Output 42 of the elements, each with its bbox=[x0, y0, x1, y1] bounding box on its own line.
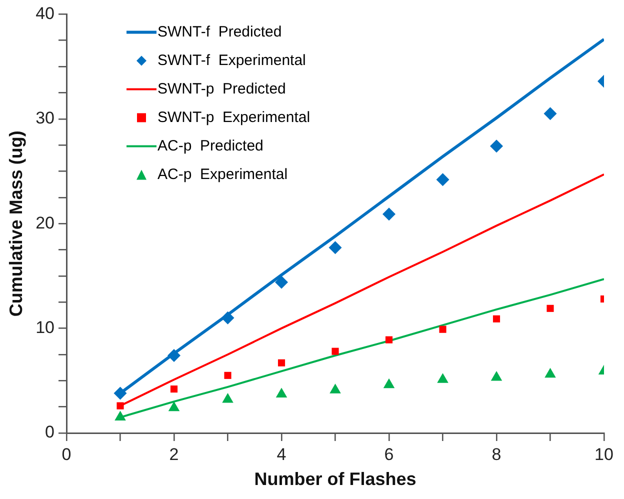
x-axis-title: Number of Flashes bbox=[254, 469, 416, 490]
y-tick-label: 10 bbox=[36, 318, 55, 337]
x-tick-label: 6 bbox=[384, 444, 394, 464]
point bbox=[546, 304, 554, 312]
legend-label: AC-p Experimental bbox=[158, 166, 288, 183]
point bbox=[544, 368, 556, 378]
y-tick-label: 0 bbox=[45, 422, 55, 442]
legend-label: SWNT-f Predicted bbox=[158, 23, 282, 40]
point bbox=[490, 140, 503, 153]
x-tick-label: 2 bbox=[169, 444, 179, 464]
point bbox=[278, 359, 286, 366]
point bbox=[332, 348, 339, 355]
legend-label: AC-p Predicted bbox=[158, 137, 264, 154]
point bbox=[436, 173, 450, 186]
y-tick-label: 40 bbox=[36, 4, 55, 23]
x-tick-label: 10 bbox=[594, 444, 614, 464]
x-tick-label: 0 bbox=[62, 444, 72, 464]
point bbox=[439, 326, 446, 333]
point bbox=[385, 336, 393, 344]
point bbox=[168, 401, 180, 412]
point bbox=[490, 371, 502, 381]
point bbox=[222, 392, 234, 403]
point bbox=[276, 388, 288, 398]
x-tick-label: 8 bbox=[492, 444, 502, 464]
legend-label: SWNT-f Experimental bbox=[158, 52, 306, 69]
x-tick-label: 4 bbox=[276, 444, 286, 464]
point bbox=[328, 241, 342, 254]
point bbox=[544, 107, 557, 120]
point bbox=[224, 372, 232, 379]
point bbox=[382, 208, 396, 221]
legend-label: SWNT-p Experimental bbox=[158, 108, 310, 126]
point bbox=[383, 378, 395, 388]
point bbox=[330, 384, 341, 394]
point bbox=[170, 385, 178, 393]
y-tick-label: 30 bbox=[36, 108, 55, 128]
point bbox=[116, 402, 124, 410]
legend-label: SWNT-p Predicted bbox=[158, 80, 286, 98]
y-tick-label: 20 bbox=[36, 213, 55, 232]
point bbox=[492, 315, 500, 322]
point bbox=[437, 373, 448, 383]
point bbox=[275, 276, 288, 289]
y-axis-title: Cumulative Mass (ug) bbox=[6, 130, 26, 317]
